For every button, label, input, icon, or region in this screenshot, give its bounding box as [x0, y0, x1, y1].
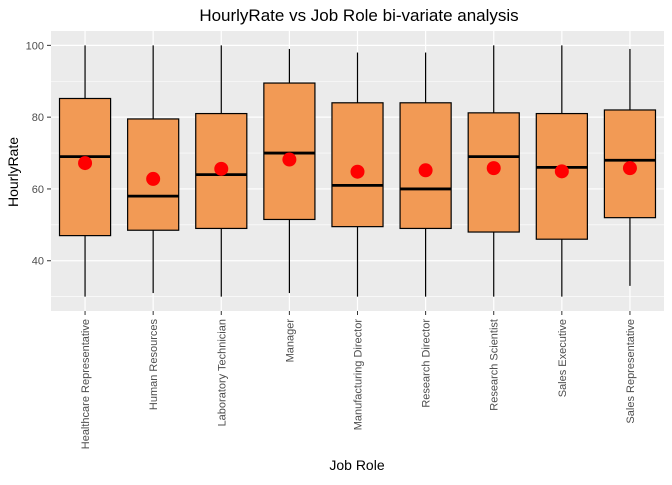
box-series — [58, 45, 657, 297]
y-tick-label: 40 — [32, 256, 44, 268]
y-tick-label: 100 — [26, 40, 44, 52]
mean-point — [214, 161, 229, 176]
mean-point — [78, 156, 93, 171]
mean-point — [418, 163, 433, 178]
box-laboratory-technician — [195, 45, 248, 297]
chart-title: HourlyRate vs Job Role bi-variate analys… — [199, 6, 518, 25]
y-tick-label: 60 — [32, 184, 44, 196]
x-tick-label: Manager — [284, 319, 296, 363]
box-sales-executive — [535, 45, 588, 297]
mean-point — [622, 161, 637, 176]
x-tick-label: Sales Representative — [625, 319, 637, 424]
x-tick-label: Manufacturing Director — [353, 319, 365, 431]
box-sales-representative — [603, 48, 657, 286]
box-research-scientist — [467, 45, 520, 297]
y-axis-label: HourlyRate — [5, 137, 21, 207]
x-tick-label: Research Director — [421, 319, 433, 408]
x-tick-label: Laboratory Technician — [216, 319, 228, 426]
x-tick-label: Human Resources — [148, 319, 160, 411]
box-manufacturing-director — [331, 52, 384, 297]
y-axis: 40 60 80 100 — [26, 40, 51, 268]
x-tick-label: Research Scientist — [489, 319, 501, 411]
box-human-resources — [127, 45, 180, 294]
y-tick-label: 80 — [32, 112, 44, 124]
mean-point — [486, 161, 501, 176]
iqr-box — [263, 82, 316, 221]
x-tick-label: Sales Executive — [557, 319, 569, 397]
x-axis-label: Job Role — [329, 457, 384, 473]
x-axis: Healthcare Representative Human Resources… — [80, 311, 637, 449]
box-healthcare-representative — [58, 45, 112, 297]
mean-point — [282, 152, 297, 167]
mean-point — [554, 164, 569, 179]
x-tick-label: Healthcare Representative — [80, 319, 92, 449]
mean-point — [350, 164, 365, 179]
box-manager — [263, 48, 316, 294]
box-research-director — [399, 52, 452, 297]
mean-point — [146, 171, 161, 186]
